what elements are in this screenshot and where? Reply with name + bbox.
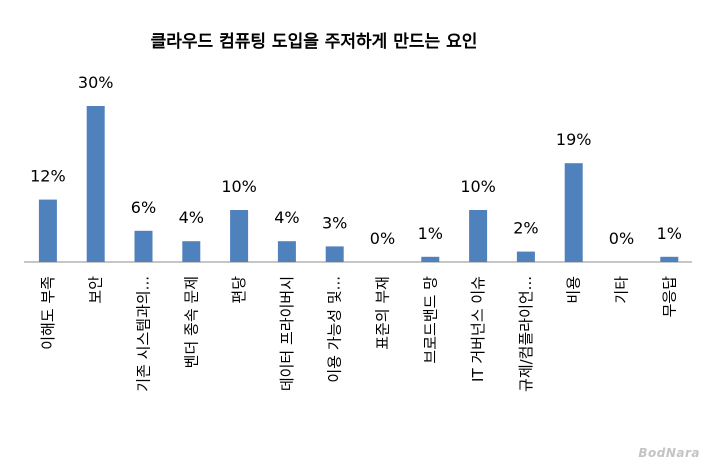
bar <box>134 230 153 262</box>
category-label: 기타 <box>613 276 631 304</box>
data-label: 0% <box>370 229 395 248</box>
data-label: 12% <box>30 167 66 186</box>
category-label: 보안 <box>87 276 105 304</box>
data-label: 4% <box>179 208 204 227</box>
bar <box>325 246 344 262</box>
category-label: 표준의 부재 <box>374 276 392 350</box>
category-label: 이해도 부족 <box>39 276 57 350</box>
data-label: 19% <box>556 130 592 149</box>
bar <box>421 256 440 262</box>
category-label: 브로드밴드 망 <box>421 276 439 364</box>
bar <box>469 210 488 262</box>
category-label: IT 거버넌스 이슈 <box>469 276 487 382</box>
data-label: 4% <box>274 208 299 227</box>
category-label: 이용 가능성 및... <box>326 276 344 383</box>
data-label: 10% <box>460 177 496 196</box>
bar <box>86 106 105 262</box>
data-label: 3% <box>322 213 347 232</box>
bar <box>277 241 296 262</box>
category-label: 기존 시스템과의... <box>135 276 153 392</box>
bodnara-logo: BodNara <box>638 446 700 460</box>
bar <box>230 210 249 262</box>
data-label: 0% <box>609 229 634 248</box>
category-label: 무응답 <box>660 276 678 318</box>
category-label: 데이터 프라이버시 <box>278 276 296 391</box>
data-label: 30% <box>78 73 114 92</box>
data-label: 2% <box>513 219 538 238</box>
bar <box>660 256 679 262</box>
bar <box>38 199 57 262</box>
bar <box>182 241 201 262</box>
chart-title: 클라우드 컴퓨팅 도입을 주저하게 만드는 요인 <box>151 31 478 52</box>
data-label: 1% <box>418 224 443 243</box>
category-label: 벤더 종속 문제 <box>182 276 200 368</box>
category-label: 편당 <box>230 276 248 304</box>
bar <box>564 163 583 262</box>
bar <box>516 251 535 262</box>
category-label: 규제/컴플라이언... <box>517 276 535 392</box>
category-label: 비용 <box>565 276 583 304</box>
data-label: 1% <box>657 224 682 243</box>
data-label: 6% <box>131 198 156 217</box>
data-label: 10% <box>221 177 257 196</box>
